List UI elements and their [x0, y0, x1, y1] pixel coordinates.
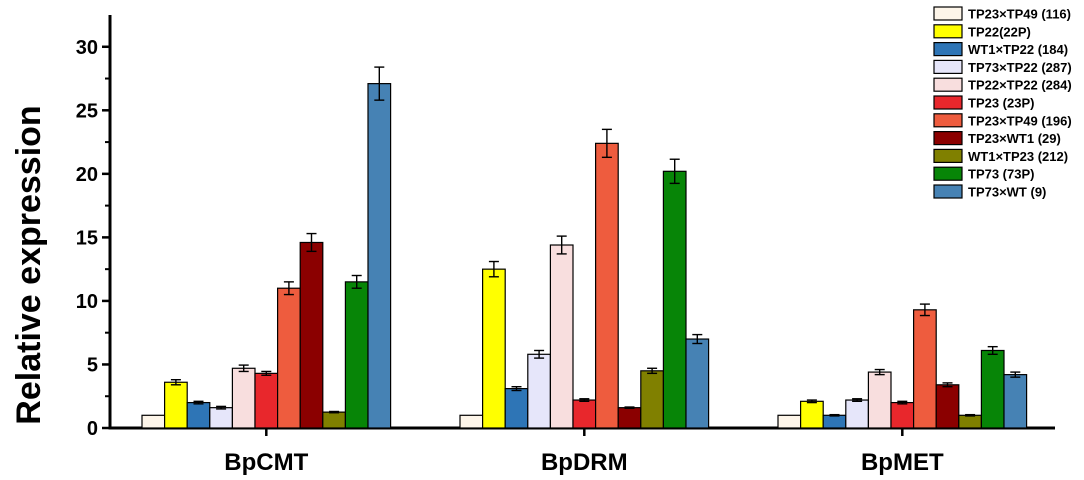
bar	[367, 83, 392, 429]
legend-swatch	[933, 95, 963, 110]
bar	[164, 381, 188, 429]
legend-label: WT1×TP22 (184)	[968, 42, 1068, 57]
legend-label: TP22×TP22 (284)	[968, 78, 1072, 93]
legend-label: TP73×WT (9)	[968, 185, 1046, 200]
legend-swatch	[933, 59, 963, 75]
bar	[572, 399, 597, 429]
bar	[299, 241, 324, 429]
legend-swatch	[933, 148, 963, 163]
legend: TP23×TP49 (116) TP22(22P) WT1×TP22 (184) TP…	[933, 6, 1072, 200]
bar	[344, 281, 369, 429]
bar	[322, 411, 346, 429]
legend-swatch	[933, 184, 963, 199]
legend-label: TP23×TP49 (116)	[968, 7, 1071, 22]
bar	[845, 399, 869, 429]
bar	[594, 142, 619, 429]
plot-area: 0 5 10 15 20 25 30 BpCMT BpDRM BpMET	[76, 15, 1055, 476]
legend-label: TP73 (73P)	[968, 167, 1034, 182]
bar	[662, 170, 687, 429]
legend-swatch	[933, 6, 963, 21]
bar	[186, 401, 211, 429]
x-category-label: BpCMT	[224, 449, 308, 476]
legend-label: WT1×TP23 (212)	[968, 149, 1068, 164]
bar	[935, 384, 960, 429]
y-tick-label: 0	[87, 418, 98, 440]
bar	[141, 414, 166, 429]
legend-swatch	[933, 113, 963, 128]
y-tick-label: 15	[76, 227, 98, 249]
bar	[231, 367, 256, 429]
bar	[980, 349, 1005, 429]
legend-label: TP23 (23P)	[968, 96, 1034, 111]
y-tick-label: 5	[87, 354, 98, 376]
bar	[912, 309, 937, 429]
y-axis-label: Relative expression	[10, 105, 48, 424]
y-tick-label: 30	[76, 37, 98, 59]
bar	[209, 407, 234, 429]
legend-swatch	[933, 166, 963, 181]
bar	[1003, 374, 1028, 429]
bar	[504, 388, 529, 429]
bar	[277, 287, 301, 429]
bar	[685, 338, 710, 429]
bar	[617, 407, 642, 429]
bar	[459, 414, 484, 429]
bar	[549, 244, 574, 429]
x-category-label: BpDRM	[541, 449, 628, 476]
bar	[482, 268, 506, 429]
y-tick-label: 25	[76, 100, 98, 122]
legend-label: TP23×TP49 (196)	[968, 113, 1072, 128]
bar	[867, 371, 892, 429]
legend-swatch	[933, 77, 963, 92]
legend-label: TP22(22P)	[968, 24, 1031, 39]
bar	[958, 414, 982, 429]
bar	[254, 372, 279, 429]
legend-label: TP73×TP22 (287)	[968, 60, 1072, 75]
y-tick-label: 20	[76, 164, 98, 186]
legend-swatch	[933, 41, 963, 57]
bar	[799, 400, 824, 429]
bar	[640, 370, 664, 429]
x-category-label: BpMET	[861, 449, 944, 476]
legend-label: TP23×WT1 (29)	[968, 131, 1061, 146]
bar	[527, 353, 551, 429]
y-tick-label: 10	[76, 291, 98, 313]
legend-swatch	[933, 24, 963, 39]
bar	[822, 414, 847, 429]
bar	[777, 414, 802, 429]
legend-swatch	[933, 131, 963, 146]
bar	[890, 401, 915, 429]
